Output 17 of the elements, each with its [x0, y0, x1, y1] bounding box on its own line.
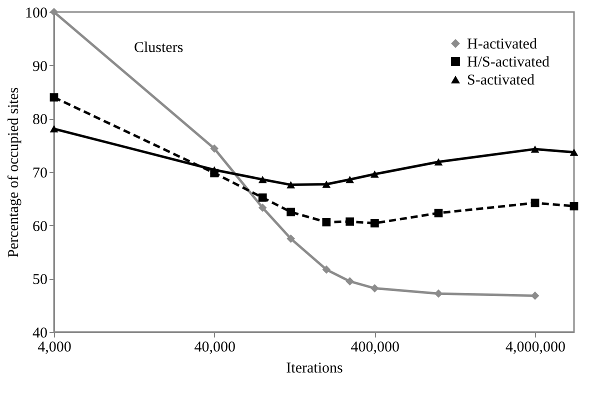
y-tick-label: 100 [25, 6, 48, 22]
x-tick-label: 4,000,000 [506, 340, 566, 356]
legend-label: S-activated [467, 72, 535, 88]
annotation: Clusters [134, 40, 184, 56]
y-tick-label: 40 [32, 326, 48, 342]
y-tick-label: 90 [32, 58, 48, 75]
y-tick-label: 70 [32, 166, 48, 182]
y-tick-label: 80 [32, 112, 48, 128]
x-tick-label: 4,000 [38, 340, 72, 356]
y-tick-label: 60 [32, 218, 48, 235]
legend-label: H/S-activated [467, 54, 550, 70]
x-tick-label: 40,000 [194, 340, 236, 356]
x-axis-title: Iterations [286, 360, 343, 376]
legend-label: H-activated [467, 36, 538, 52]
y-tick-label: 50 [32, 272, 48, 288]
x-tick-label: 400,000 [350, 340, 400, 356]
y-axis-title: Percentage of occupied sites [6, 87, 22, 258]
